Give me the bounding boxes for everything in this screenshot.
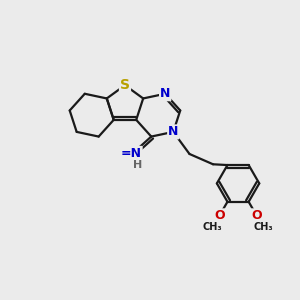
Text: S: S bbox=[120, 78, 130, 92]
Text: CH₃: CH₃ bbox=[203, 222, 223, 232]
Text: O: O bbox=[214, 209, 225, 222]
Text: H: H bbox=[134, 160, 142, 170]
Text: N: N bbox=[168, 125, 178, 138]
Text: N: N bbox=[160, 87, 170, 100]
Text: O: O bbox=[251, 209, 262, 222]
Text: CH₃: CH₃ bbox=[254, 222, 273, 232]
Text: =N: =N bbox=[121, 147, 142, 160]
